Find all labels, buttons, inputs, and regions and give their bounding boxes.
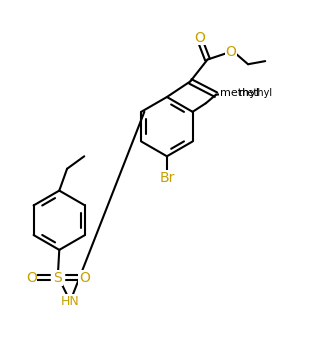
- Text: methyl: methyl: [238, 88, 272, 98]
- Text: O: O: [226, 45, 236, 59]
- Text: methyl: methyl: [220, 88, 259, 98]
- Text: HN: HN: [61, 295, 80, 308]
- Text: O: O: [26, 271, 37, 285]
- Text: O: O: [79, 271, 90, 285]
- Text: S: S: [53, 271, 62, 285]
- Text: Br: Br: [159, 171, 175, 185]
- Text: O: O: [194, 31, 205, 45]
